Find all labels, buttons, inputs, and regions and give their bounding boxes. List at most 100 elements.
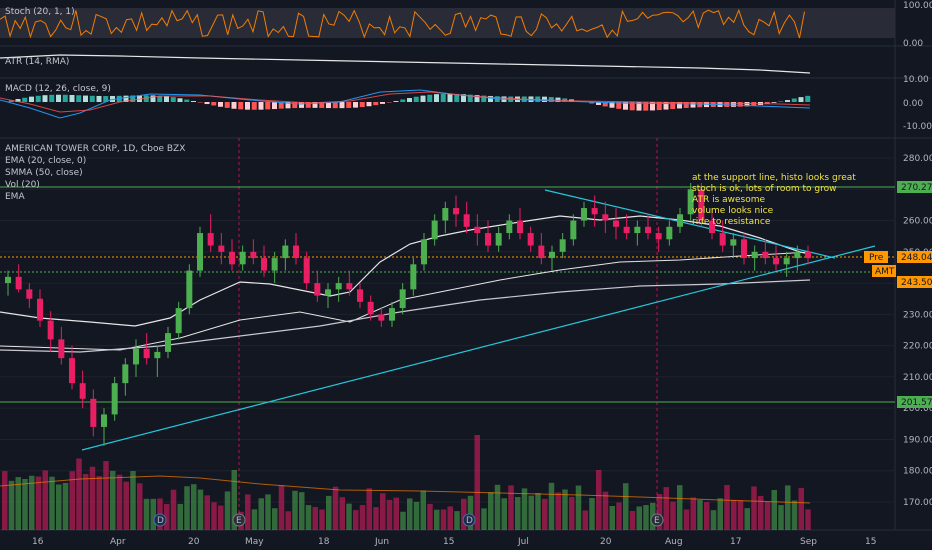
volume-bar bbox=[778, 505, 784, 530]
rising-trendline bbox=[81, 245, 876, 451]
candle-body bbox=[591, 208, 598, 215]
macd-hist-bar bbox=[677, 102, 682, 109]
volume-bar bbox=[717, 498, 723, 530]
volume-bar bbox=[49, 476, 55, 530]
candle-body bbox=[495, 233, 502, 246]
study-ema: EMA bbox=[5, 192, 25, 202]
volume-bar bbox=[731, 499, 737, 530]
volume-bar bbox=[123, 481, 129, 530]
volume-bar bbox=[231, 470, 237, 530]
volume-bar bbox=[184, 486, 190, 530]
candle-body bbox=[69, 358, 75, 384]
macd-hist-bar bbox=[332, 102, 338, 109]
volume-bar bbox=[312, 506, 318, 530]
volume-bar bbox=[623, 483, 629, 530]
price-tick-label: 210.00 bbox=[903, 373, 932, 383]
earnings-marker-1[interactable] bbox=[232, 513, 246, 527]
volume-bar bbox=[400, 511, 406, 530]
volume-bar bbox=[197, 489, 204, 530]
stoch-tick-0: 0.00 bbox=[903, 39, 923, 49]
dividend-marker-1[interactable] bbox=[153, 513, 167, 527]
candle-body bbox=[645, 226, 651, 234]
candle-body bbox=[410, 264, 417, 290]
volume-bar bbox=[2, 471, 8, 530]
dividend-marker-1-label: D bbox=[157, 516, 164, 526]
macd-hist-bar bbox=[650, 102, 655, 111]
candle-body bbox=[538, 245, 545, 259]
macd-hist-bar bbox=[204, 102, 210, 105]
volume-bar bbox=[434, 509, 440, 530]
candle-body bbox=[90, 398, 97, 427]
candle-body bbox=[293, 245, 299, 259]
volume-bar bbox=[791, 500, 798, 530]
volume-bar bbox=[29, 475, 35, 530]
macd-hist-bar bbox=[616, 102, 622, 109]
candle-body bbox=[143, 348, 150, 359]
volume-bar bbox=[35, 476, 42, 530]
candle-body bbox=[655, 233, 662, 240]
volume-bar bbox=[589, 497, 595, 530]
candle-body bbox=[431, 220, 438, 240]
volume-bar bbox=[596, 470, 602, 530]
volume-bar bbox=[420, 490, 426, 530]
macd-hist-bar bbox=[731, 102, 736, 107]
candlesticks bbox=[5, 183, 811, 446]
volume-bar bbox=[602, 491, 609, 530]
macd-hist-bar bbox=[305, 102, 311, 108]
candle-body bbox=[5, 276, 11, 284]
dividend-marker-2[interactable] bbox=[462, 513, 476, 527]
volume-bar bbox=[285, 511, 291, 530]
macd-hist-bar bbox=[663, 102, 669, 110]
study-smma-50: SMMA (50, close) bbox=[5, 168, 83, 178]
price-pane: AMERICAN TOWER CORP, 1D, Cboe BZX EMA (2… bbox=[0, 138, 895, 530]
macd-hist-bar bbox=[461, 94, 466, 102]
earnings-marker-2[interactable] bbox=[650, 513, 664, 527]
candle-body bbox=[698, 189, 705, 221]
earnings-marker-1-label: E bbox=[236, 516, 242, 526]
volume-bar bbox=[191, 484, 197, 530]
macd-hist-bar bbox=[420, 95, 426, 102]
macd-hist-bar bbox=[778, 101, 784, 102]
volume-bar bbox=[690, 497, 696, 530]
macd-hist-bar bbox=[83, 95, 88, 102]
candle-body bbox=[79, 383, 86, 399]
volume-ma-line bbox=[0, 475, 811, 504]
candle-body bbox=[485, 233, 491, 246]
tag-243 bbox=[897, 276, 932, 288]
volume-bar bbox=[521, 488, 528, 530]
x-label-20b: 20 bbox=[600, 537, 612, 547]
macd-hist-bar bbox=[602, 102, 608, 107]
candle-body bbox=[239, 251, 246, 265]
macd-title: MACD (12, 26, close, 9) bbox=[5, 84, 111, 94]
volume-bar bbox=[508, 485, 514, 530]
candle-body bbox=[346, 283, 353, 290]
macd-hist-bar bbox=[548, 97, 554, 102]
volume-bar bbox=[575, 485, 582, 530]
x-label-jul: Jul bbox=[517, 537, 529, 547]
candle-body bbox=[229, 251, 235, 265]
macd-hist-bar bbox=[798, 97, 804, 102]
event-markers[interactable]: D E D E bbox=[153, 513, 664, 527]
tag-201-text: 201.57 bbox=[901, 398, 932, 408]
candle-body bbox=[154, 351, 161, 359]
volume-bar bbox=[22, 478, 28, 530]
macd-hist-bar bbox=[299, 102, 304, 108]
macd-hist-bar bbox=[326, 102, 331, 109]
macd-hist-bar bbox=[353, 102, 358, 108]
macd-hist-bar bbox=[197, 102, 203, 103]
x-label-jun: Jun bbox=[374, 537, 389, 547]
macd-hist-bar bbox=[29, 96, 34, 102]
candle-body bbox=[399, 289, 406, 309]
candle-body bbox=[453, 208, 459, 215]
candle-body bbox=[559, 239, 566, 252]
tag-248 bbox=[897, 251, 932, 263]
price-tick-label: 170.00 bbox=[903, 498, 932, 508]
macd-hist-bar bbox=[636, 102, 642, 111]
pre-tag-text: Pre bbox=[869, 253, 884, 263]
stoch-band bbox=[0, 8, 895, 38]
macd-hist-bar bbox=[8, 100, 14, 102]
volume-bar bbox=[798, 487, 804, 530]
volume-bar bbox=[474, 435, 480, 530]
candle-body bbox=[261, 258, 267, 271]
